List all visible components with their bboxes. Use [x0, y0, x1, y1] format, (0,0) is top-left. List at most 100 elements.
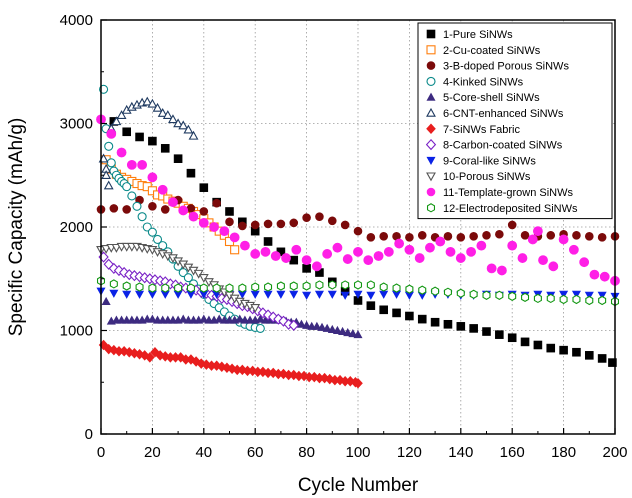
data-point: [322, 323, 332, 332]
data-point: [495, 290, 504, 300]
data-point: [198, 217, 209, 228]
legend-marker: [426, 187, 436, 197]
data-point: [157, 184, 168, 195]
data-point: [548, 261, 559, 272]
data-point: [199, 283, 208, 293]
legend-entry: 7-SiNWs Fabric: [443, 124, 521, 136]
data-point: [135, 282, 144, 292]
data-point: [191, 356, 201, 367]
data-point: [186, 283, 195, 293]
data-point: [455, 253, 466, 263]
data-point: [507, 220, 517, 230]
legend-entry: 3-B-doped Porous SiNWs: [443, 61, 569, 73]
data-point: [212, 283, 221, 293]
data-point: [405, 284, 414, 294]
data-point: [520, 230, 530, 240]
data-point: [291, 244, 302, 255]
data-point: [147, 227, 157, 237]
data-point: [145, 352, 155, 363]
data-point: [152, 102, 163, 112]
data-point: [559, 345, 568, 355]
data-point: [568, 244, 579, 255]
data-point: [343, 327, 353, 337]
data-point: [572, 230, 581, 240]
data-point: [270, 251, 281, 261]
data-point: [302, 320, 312, 329]
x-tick-label: 0: [97, 444, 105, 461]
data-point: [255, 314, 265, 323]
data-point: [263, 237, 273, 246]
data-point: [147, 98, 158, 108]
data-point: [127, 191, 137, 201]
x-tick-label: 200: [602, 444, 627, 461]
data-point: [183, 273, 193, 283]
data-point: [597, 291, 607, 300]
data-point: [425, 242, 435, 253]
data-point: [263, 219, 273, 229]
data-point: [317, 322, 327, 331]
data-point: [598, 295, 607, 306]
data-point: [251, 282, 260, 292]
legend-entry: 5-Core-shell SiNWs: [443, 92, 540, 104]
x-tick-label: 120: [397, 444, 422, 461]
data-point: [597, 354, 607, 363]
data-point: [288, 319, 299, 331]
data-point: [229, 232, 240, 243]
x-tick-label: 140: [448, 444, 473, 461]
data-point: [546, 293, 555, 304]
data-point: [559, 294, 568, 305]
data-point: [276, 219, 286, 229]
data-point: [495, 229, 504, 239]
legend-marker: [426, 123, 436, 135]
data-point: [469, 289, 478, 299]
data-point: [178, 205, 189, 216]
legend-marker: [426, 45, 436, 55]
data-point: [517, 253, 528, 263]
data-point: [250, 290, 260, 299]
data-point: [533, 226, 543, 237]
legend-marker: [426, 156, 436, 166]
x-tick-label: 100: [345, 444, 370, 461]
data-point: [157, 108, 168, 117]
data-point: [445, 246, 456, 257]
data-point: [394, 238, 405, 249]
data-point: [135, 132, 144, 142]
data-point: [147, 172, 158, 183]
data-point: [589, 269, 600, 280]
legend-marker: [425, 138, 437, 151]
data-point: [289, 290, 299, 299]
data-point: [379, 232, 389, 241]
data-point: [148, 202, 157, 211]
data-point: [106, 128, 117, 139]
data-point: [101, 296, 111, 306]
data-point: [158, 241, 168, 251]
data-point: [106, 158, 116, 168]
data-point: [559, 290, 569, 299]
legend-entry: 6-CNT-enhanced SiNWs: [443, 108, 564, 120]
data-point: [366, 291, 376, 300]
data-point: [214, 314, 224, 323]
data-point: [250, 303, 261, 313]
data-point: [302, 291, 312, 300]
legend-entry: 9-Coral-like SiNWs: [443, 155, 536, 167]
data-point: [315, 280, 324, 290]
data-point: [430, 317, 440, 327]
data-point: [341, 280, 350, 290]
data-point: [268, 311, 279, 323]
x-tick-label: 60: [247, 444, 264, 461]
y-tick-label: 2000: [60, 219, 93, 236]
data-point: [417, 230, 427, 240]
data-point: [584, 291, 594, 300]
data-point: [108, 262, 119, 275]
data-point: [546, 343, 556, 353]
data-point: [546, 230, 556, 240]
data-point: [392, 283, 401, 293]
data-point: [109, 279, 118, 289]
y-tick-label: 1000: [60, 323, 93, 340]
data-point: [404, 244, 415, 255]
data-point: [443, 287, 452, 297]
data-point: [482, 290, 491, 300]
data-point: [495, 330, 504, 339]
data-point: [160, 144, 170, 153]
data-point: [225, 283, 234, 293]
